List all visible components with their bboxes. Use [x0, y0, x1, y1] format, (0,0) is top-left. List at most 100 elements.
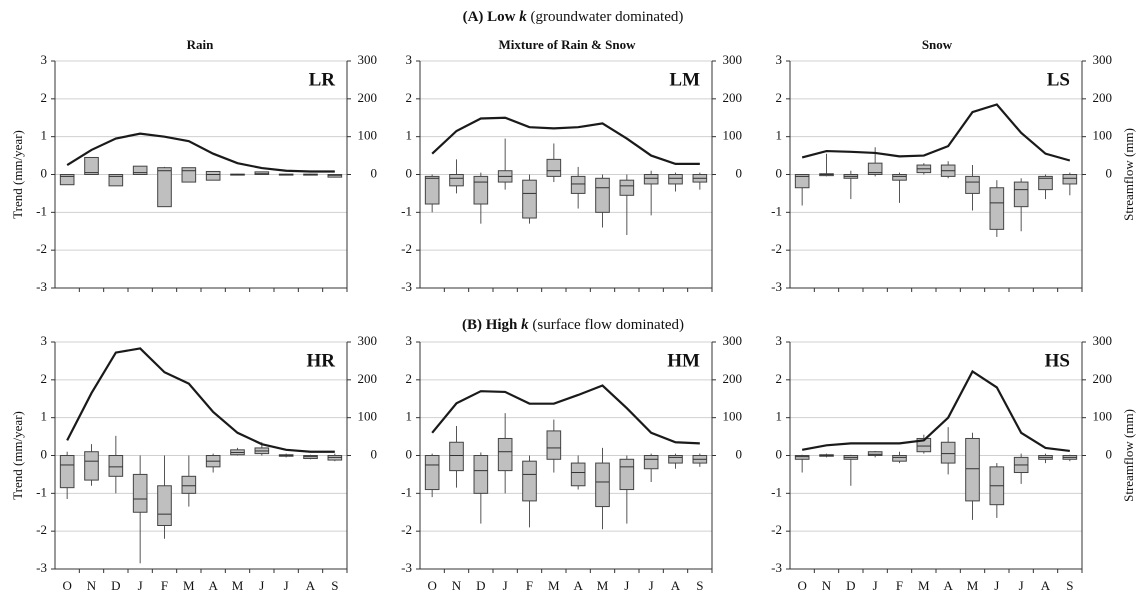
x-tick-label: N: [87, 578, 97, 593]
box: [940, 441, 956, 464]
y-axis-title: Trend (mm/year): [10, 130, 25, 219]
y-tick-label: 1: [406, 128, 413, 143]
x-tick-label: M: [548, 578, 560, 593]
box: [1038, 175, 1053, 191]
x-tick-label: M: [918, 578, 930, 593]
y2-tick-label: 300: [723, 52, 743, 67]
box: [84, 451, 99, 481]
x-tick-label: J: [259, 578, 264, 593]
box: [522, 179, 537, 219]
section-note: (groundwater dominated): [531, 9, 684, 25]
box: [59, 174, 75, 186]
box: [424, 455, 440, 491]
y-tick-label: 2: [776, 90, 783, 105]
box: [867, 162, 883, 175]
box: [132, 473, 148, 513]
x-tick-label: J: [503, 578, 508, 593]
x-tick-label: D: [111, 578, 120, 593]
y2-tick-label: 300: [1093, 52, 1113, 67]
x-tick-label: O: [797, 578, 806, 593]
y2-tick-label: 300: [358, 333, 378, 348]
box: [794, 174, 810, 189]
box: [108, 455, 124, 477]
y-tick-label: 2: [41, 90, 48, 105]
box: [595, 462, 610, 508]
x-tick-label: A: [671, 578, 681, 593]
y-tick-label: -1: [771, 484, 782, 499]
y2-tick-label: 200: [358, 371, 378, 386]
x-tick-label: N: [822, 578, 832, 593]
box: [643, 174, 659, 185]
box: [132, 165, 148, 175]
box: [59, 455, 75, 489]
box: [205, 170, 221, 181]
section-label: (A) Low: [463, 9, 516, 25]
y-tick-label: 0: [406, 165, 413, 180]
section-title: (A) Low k (groundwater dominated): [463, 9, 684, 25]
box: [473, 175, 489, 205]
y-tick-label: 2: [406, 90, 413, 105]
y2-tick-label: 200: [1093, 371, 1113, 386]
y-tick-label: -1: [401, 484, 412, 499]
box: [619, 179, 635, 196]
box: [254, 171, 270, 176]
x-tick-label: F: [526, 578, 533, 593]
x-tick-label: M: [597, 578, 609, 593]
y-axis-title: Trend (mm/year): [10, 411, 25, 500]
section-variable: k: [519, 9, 527, 25]
column-header: Mixture of Rain & Snow: [499, 37, 637, 52]
streamflow-line: [431, 116, 700, 166]
y-tick-label: 2: [776, 371, 783, 386]
y-tick-label: -3: [771, 279, 782, 294]
box: [181, 475, 197, 494]
y-tick-label: 3: [41, 333, 48, 348]
x-tick-label: S: [1066, 578, 1073, 593]
panel-label: LR: [309, 69, 336, 90]
box: [965, 437, 980, 502]
box: [157, 167, 172, 208]
box: [965, 175, 980, 194]
y-tick-label: -3: [771, 560, 782, 575]
streamflow-line: [431, 384, 700, 445]
box: [108, 174, 124, 187]
y-tick-label: 3: [776, 52, 783, 67]
y-tick-label: -3: [36, 560, 47, 575]
box: [424, 175, 440, 205]
y2-tick-label: 200: [1093, 90, 1113, 105]
x-tick-label: J: [873, 578, 878, 593]
x-tick-label: F: [161, 578, 168, 593]
y-tick-label: -2: [36, 241, 47, 256]
box: [546, 158, 562, 177]
x-tick-label: J: [138, 578, 143, 593]
y2-tick-label: 0: [371, 446, 378, 461]
y-tick-label: -2: [401, 522, 412, 537]
y-tick-label: -1: [771, 203, 782, 218]
y-tick-label: 0: [776, 165, 783, 180]
y-tick-label: -2: [36, 522, 47, 537]
y2-tick-label: 100: [358, 128, 378, 143]
box: [867, 451, 883, 457]
panel-label: HS: [1045, 350, 1070, 371]
box: [668, 455, 683, 464]
y2-tick-label: 0: [736, 165, 743, 180]
box: [668, 174, 683, 185]
y-tick-label: -2: [771, 522, 782, 537]
y2-tick-label: 100: [358, 409, 378, 424]
streamflow-line: [66, 132, 335, 173]
y2-tick-label: 100: [1093, 128, 1113, 143]
y-tick-label: 1: [776, 128, 783, 143]
x-tick-label: D: [476, 578, 485, 593]
box: [570, 462, 586, 487]
y-tick-label: 3: [776, 333, 783, 348]
streamflow-line: [66, 347, 335, 453]
y-tick-label: -2: [401, 241, 412, 256]
box: [1062, 174, 1078, 185]
x-tick-label: M: [967, 578, 979, 593]
y-tick-label: -3: [36, 279, 47, 294]
x-tick-label: M: [183, 578, 195, 593]
y-tick-label: -1: [401, 203, 412, 218]
box: [892, 174, 907, 181]
streamflow-line: [801, 369, 1070, 453]
x-tick-label: J: [649, 578, 654, 593]
y2-tick-label: 100: [1093, 409, 1113, 424]
